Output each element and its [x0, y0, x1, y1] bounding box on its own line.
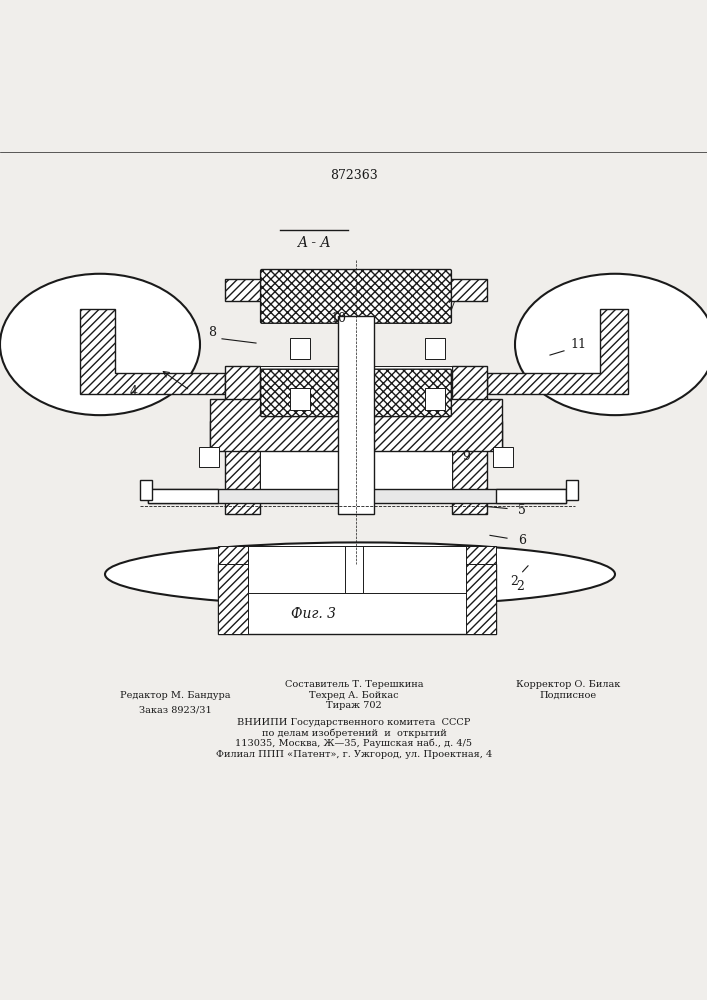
Text: 4: 4 — [130, 385, 138, 398]
Bar — [218, 564, 248, 634]
Ellipse shape — [105, 542, 615, 606]
Bar — [148, 489, 218, 503]
Bar — [566, 480, 578, 500]
Text: 9: 9 — [462, 450, 470, 463]
Bar — [140, 480, 152, 500]
FancyBboxPatch shape — [493, 447, 513, 467]
Bar — [290, 338, 310, 359]
Bar — [210, 421, 502, 447]
Text: 872363: 872363 — [330, 169, 378, 182]
Text: 5: 5 — [518, 504, 526, 517]
Bar — [225, 279, 487, 301]
Text: 7: 7 — [448, 301, 456, 314]
Text: Корректор О. Билак: Корректор О. Билак — [516, 680, 620, 689]
Text: Фиг. 3: Фиг. 3 — [291, 607, 337, 621]
Bar — [338, 316, 374, 514]
Text: Заказ 8923/31: Заказ 8923/31 — [139, 705, 211, 714]
Polygon shape — [487, 309, 628, 394]
Bar — [290, 388, 310, 410]
Bar — [218, 546, 496, 564]
Text: 11: 11 — [570, 338, 586, 351]
Bar — [345, 546, 363, 593]
Bar — [210, 399, 502, 451]
FancyBboxPatch shape — [261, 369, 451, 417]
FancyBboxPatch shape — [261, 270, 451, 323]
Bar — [148, 489, 566, 503]
Bar — [425, 338, 445, 359]
Ellipse shape — [515, 274, 707, 415]
Ellipse shape — [0, 274, 200, 415]
Text: 6: 6 — [518, 534, 526, 547]
Bar — [425, 388, 445, 410]
Text: 2: 2 — [516, 580, 524, 593]
Text: Техред А. Бойкас: Техред А. Бойкас — [309, 691, 399, 700]
Text: по делам изобретений  и  открытий: по делам изобретений и открытий — [262, 728, 446, 738]
Bar — [496, 489, 566, 503]
Bar — [452, 366, 487, 514]
Text: Редактор М. Бандура: Редактор М. Бандура — [119, 691, 230, 700]
Text: Составитель Т. Терешкина: Составитель Т. Терешкина — [285, 680, 423, 689]
Text: Филиал ППП «Патент», г. Ужгород, ул. Проектная, 4: Филиал ППП «Патент», г. Ужгород, ул. Про… — [216, 750, 492, 759]
Polygon shape — [80, 309, 225, 394]
Text: 113035, Москва, Ж—35, Раушская наб., д. 4/5: 113035, Москва, Ж—35, Раушская наб., д. … — [235, 739, 472, 748]
Text: ВНИИПИ Государственного комитета  СССР: ВНИИПИ Государственного комитета СССР — [238, 718, 471, 727]
Text: Подписное: Подписное — [539, 691, 597, 700]
Bar — [225, 366, 260, 514]
FancyBboxPatch shape — [199, 447, 218, 467]
Bar — [466, 564, 496, 634]
Text: Тираж 702: Тираж 702 — [326, 701, 382, 710]
Bar — [218, 493, 496, 499]
Text: A - A: A - A — [297, 236, 331, 250]
Text: 10: 10 — [330, 312, 346, 325]
Bar — [260, 366, 452, 493]
FancyBboxPatch shape — [218, 564, 496, 634]
Bar — [248, 546, 466, 593]
Text: 8: 8 — [208, 326, 216, 339]
Text: 2: 2 — [510, 566, 528, 588]
